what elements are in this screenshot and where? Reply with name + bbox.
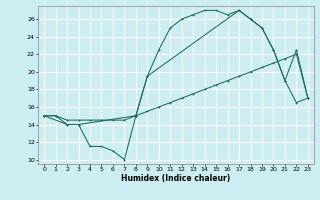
X-axis label: Humidex (Indice chaleur): Humidex (Indice chaleur) [121,174,231,183]
